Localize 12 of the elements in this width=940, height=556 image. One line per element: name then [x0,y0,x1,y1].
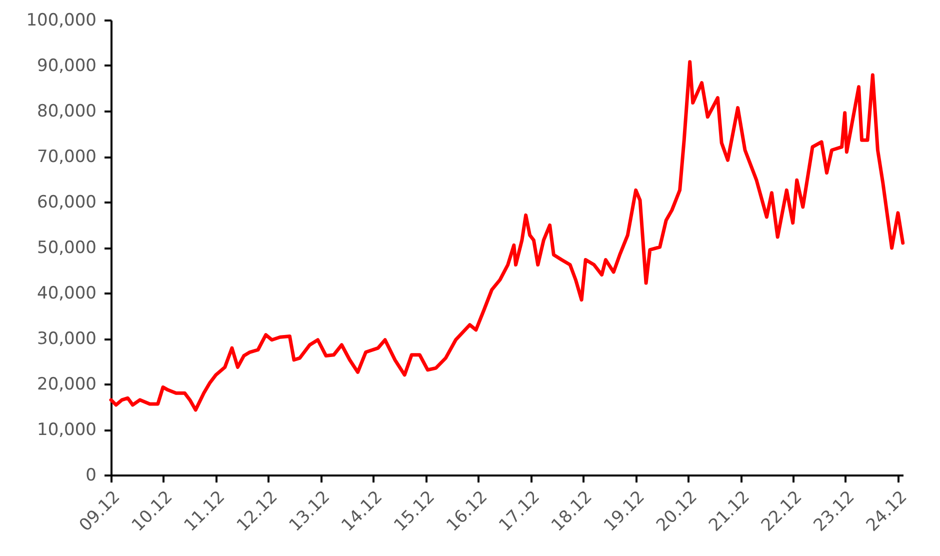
y-tick-label: 30,000 [37,329,96,349]
y-tick-label: 100,000 [26,10,96,30]
y-tick-label: 60,000 [37,192,96,212]
y-tick-label: 10,000 [37,420,96,440]
y-tick-label: 20,000 [37,374,96,394]
y-tick-label: 90,000 [37,56,96,76]
y-tick-label: 80,000 [37,102,96,122]
y-tick-label: 70,000 [37,147,96,167]
y-tick-label: 0 [86,466,96,486]
y-tick-label: 40,000 [37,284,96,304]
y-tick-label: 50,000 [37,238,96,258]
line-series [109,60,905,412]
